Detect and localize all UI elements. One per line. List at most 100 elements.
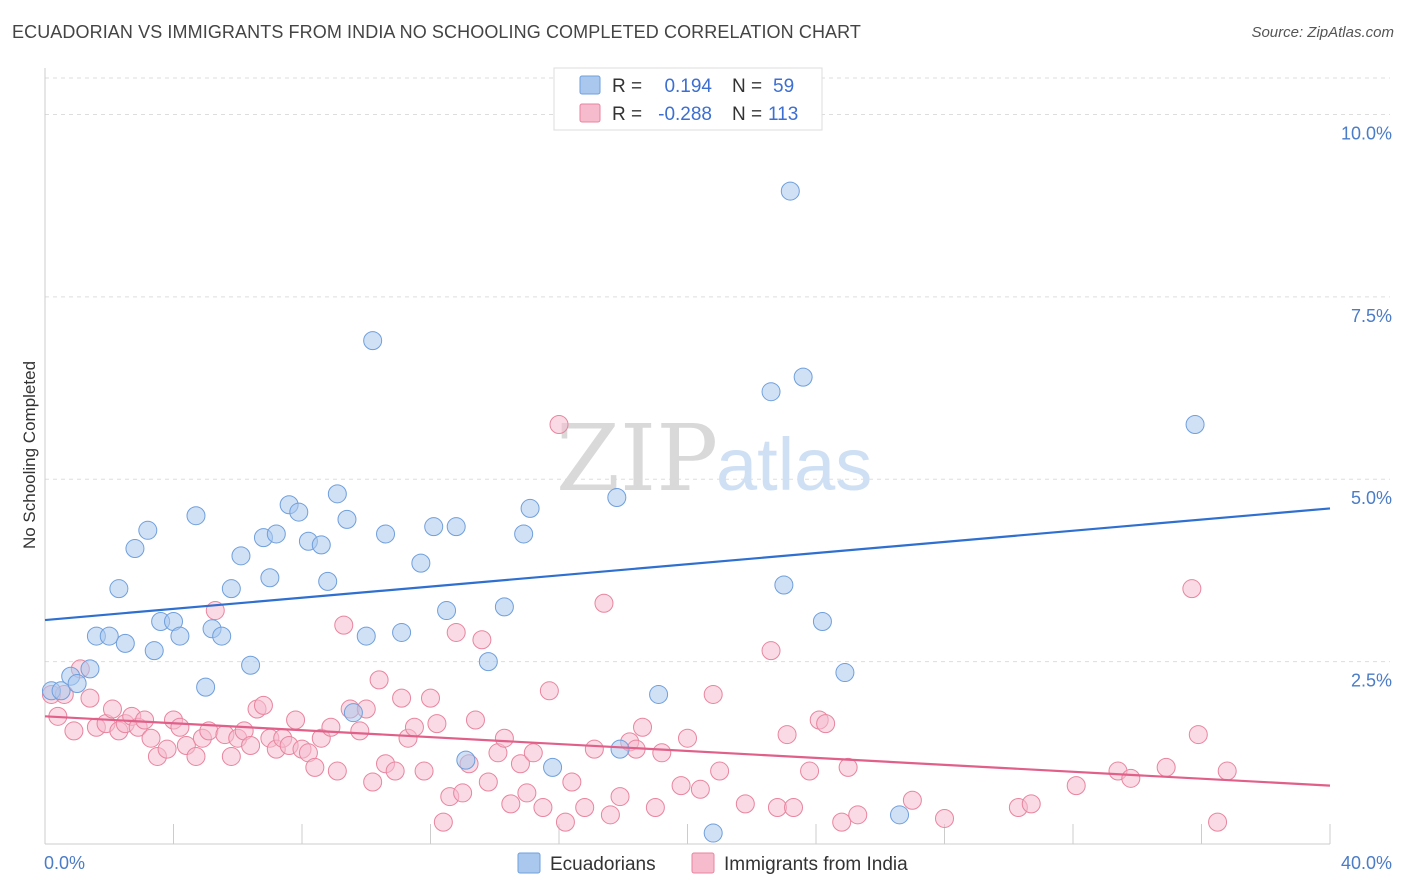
watermark-zip: ZIP [556,405,718,512]
ecuadorians-point-36 [392,622,412,642]
india-point-87 [690,779,710,799]
india-point-85 [671,776,691,796]
india-point-108 [1156,757,1176,777]
stats-n-label-ecuadorians: N = [732,76,762,97]
ecuadorians-point-54 [793,367,813,387]
ecuadorians-point-32 [343,703,363,723]
india-point-94 [784,798,804,818]
ecuadorians-point-35 [376,524,396,544]
ecuadorians-point-14 [170,626,190,646]
india-point-38 [305,757,325,777]
india-point-35 [286,710,306,730]
stats-r-label-ecuadorians: R = [612,76,642,97]
india-point-53 [414,761,434,781]
ecuadorians-point-15 [186,506,206,526]
ecuadorians-point-34 [363,331,383,351]
ecuadorians-point-6 [99,626,119,646]
india-point-75 [575,798,595,818]
india-point-13 [135,710,155,730]
stats-swatch-ecuadorians [579,75,601,95]
y-tick-label-1: 5.0% [1351,488,1392,508]
ecuadorians-point-18 [212,626,232,646]
ecuadorians-point-10 [138,520,158,540]
india-point-76 [584,739,604,759]
ecuadorians-point-38 [424,517,444,537]
india-point-112 [1217,761,1237,781]
ecuadorians-point-7 [109,579,129,599]
ecuadorians-point-44 [514,524,534,544]
x-tick-label-0: 0.0% [44,853,85,873]
stats-r-ecuadorians: 0.194 [664,76,712,97]
india-point-77 [594,593,614,613]
india-point-105 [1066,776,1086,796]
stats-n-ecuadorians: 59 [773,76,794,97]
ecuadorians-point-43 [494,597,514,617]
ecuadorians-point-53 [780,181,800,201]
ecuadorians-point-50 [703,823,723,843]
ecuadorians-point-31 [337,509,357,529]
india-point-97 [816,714,836,734]
india-point-44 [350,721,370,741]
india-point-59 [453,783,473,803]
ecuadorians-point-52 [774,575,794,595]
india-point-86 [678,728,697,748]
x-tick-label-1: 40.0% [1341,853,1392,873]
y-axis-label: No Schooling Completed [20,361,39,549]
ecuadorians-point-56 [835,663,855,683]
india-point-110 [1188,725,1208,745]
legend: Ecuadorians Immigrants from India [517,852,908,875]
india-point-69 [523,743,543,763]
ecuadorians-point-19 [221,579,241,599]
india-point-52 [404,717,424,737]
legend-label-india[interactable]: Immigrants from India [724,854,908,875]
legend-label-ecuadorians[interactable]: Ecuadorians [550,854,656,875]
india-point-41 [327,761,347,781]
x-tick-labels: 0.0% 40.0% [44,853,1392,873]
stats-swatch-india [579,103,601,123]
india-point-99 [838,757,858,777]
legend-swatch-ecuadorians[interactable] [517,852,541,874]
ecuadorians-point-4 [80,659,100,679]
trend-line-india [44,715,1331,787]
india-point-101 [902,790,922,810]
india-point-93 [777,725,797,745]
india-point-65 [494,728,514,748]
india-point-70 [533,798,553,818]
stats-n-india: 113 [768,104,798,125]
y-tick-label-2: 7.5% [1351,306,1392,326]
ecuadorians-point-51 [761,382,781,402]
ecuadorians-point-37 [411,553,431,573]
india-point-91 [761,641,781,661]
india-point-62 [472,630,492,650]
india-point-20 [186,746,206,766]
ecuadorians-point-28 [311,535,331,555]
india-point-72 [549,415,569,435]
india-point-88 [703,684,723,704]
india-point-78 [600,805,620,825]
stats-r-india: -0.288 [658,104,712,125]
ecuadorians-point-24 [266,524,286,544]
india-point-74 [562,772,582,792]
watermark-atlas: atlas [716,423,872,506]
ecuadorians-point-41 [456,750,476,770]
gridlines [45,77,1390,663]
ecuadorians-point-9 [125,539,145,559]
ecuadorians-point-39 [437,601,457,621]
india-point-107 [1121,768,1141,788]
watermark: ZIP atlas [556,405,872,512]
ecuadorians-point-42 [478,652,498,672]
india-point-14 [141,728,161,748]
india-point-73 [555,812,575,832]
india-point-102 [935,808,954,828]
ecuadorians-point-23 [260,568,280,588]
india-point-16 [157,739,177,759]
india-point-56 [433,812,453,832]
india-point-109 [1182,579,1202,599]
india-point-82 [633,717,653,737]
legend-swatch-india[interactable] [691,852,715,874]
ecuadorians-point-20 [231,546,251,566]
india-point-50 [392,688,412,708]
ecuadorians-point-33 [356,626,376,646]
india-point-42 [334,615,354,635]
